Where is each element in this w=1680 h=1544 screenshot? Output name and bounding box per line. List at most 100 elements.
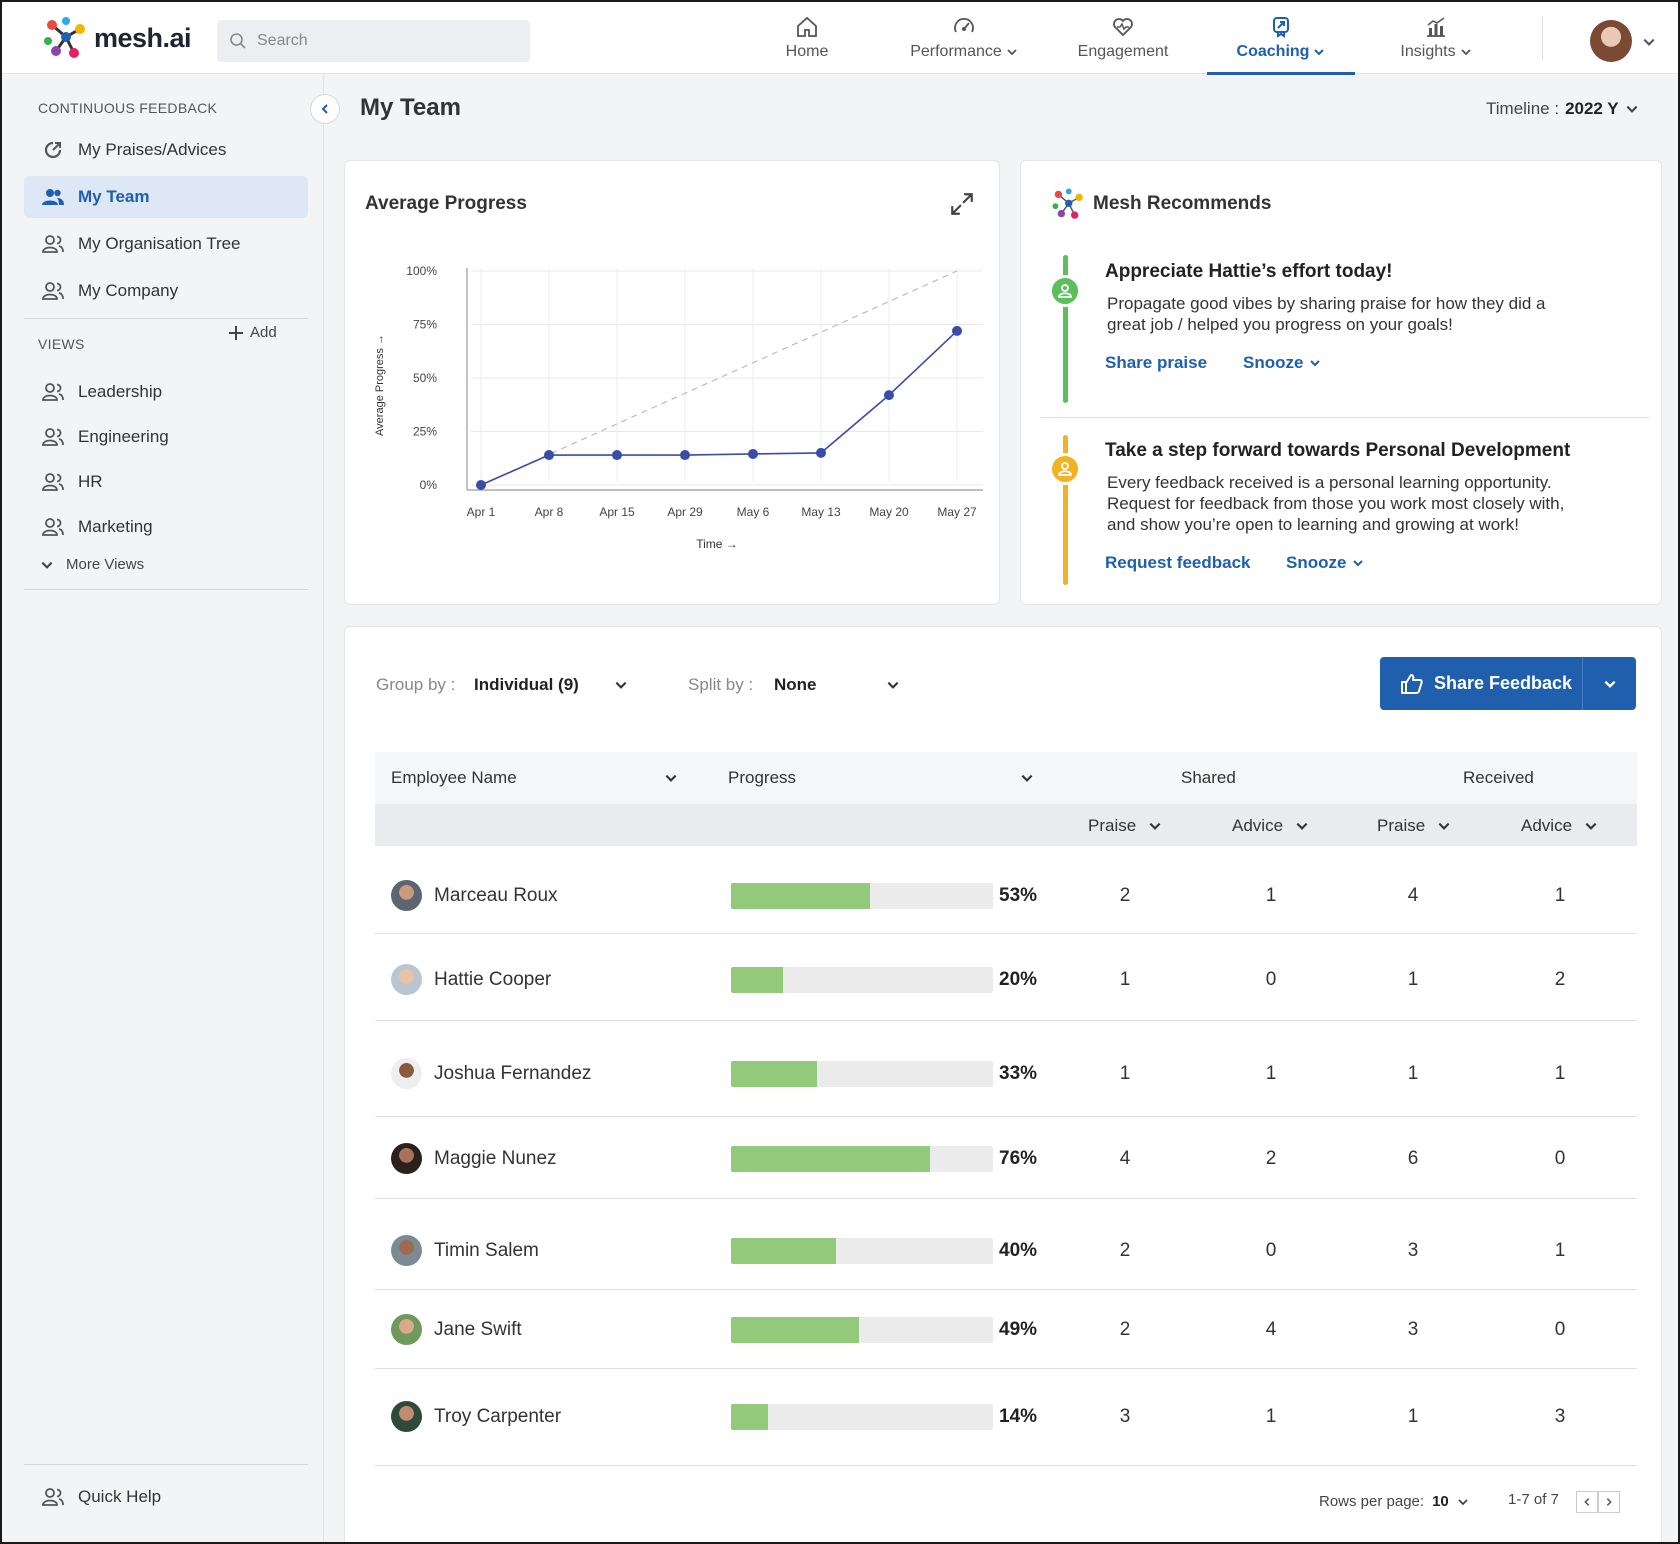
column-received-praise[interactable]: Praise [1377, 816, 1451, 836]
y-tick-label: 50% [413, 371, 437, 385]
column-shared-advice[interactable]: Advice [1232, 816, 1309, 836]
nav-home[interactable]: Home [782, 2, 832, 74]
table-row[interactable]: Jane Swift 49% 2 4 3 0 [375, 1290, 1637, 1369]
recommendation-text: great job / helped you progress on your … [1107, 315, 1453, 334]
column-shared-praise[interactable]: Praise [1088, 816, 1162, 836]
search-box[interactable] [217, 20, 530, 62]
progress-percent: 76% [999, 1148, 1038, 1169]
data-point [680, 450, 690, 461]
share-feedback-main[interactable]: Share Feedback [1380, 657, 1583, 710]
sidebar-item-engineering[interactable]: Engineering [24, 416, 308, 458]
nav-performance[interactable]: Performance [910, 2, 1018, 74]
sidebar-item-my-company[interactable]: My Company [24, 270, 308, 312]
nav-engagement[interactable]: Engagement [1078, 2, 1168, 74]
x-tick-label: Apr 1 [467, 505, 496, 519]
column-progress[interactable]: Progress [728, 768, 1034, 788]
table-row[interactable]: Marceau Roux 53% 2 1 4 1 [375, 846, 1637, 934]
sidebar-item-org-tree[interactable]: My Organisation Tree [24, 223, 308, 265]
chevron-down-icon [1438, 822, 1450, 830]
column-employee-name[interactable]: Employee Name [391, 768, 678, 788]
link-label: Snooze [1243, 353, 1304, 372]
table-row[interactable]: Troy Carpenter 14% 3 1 1 3 [375, 1369, 1637, 1466]
app-logo[interactable]: mesh.ai [42, 17, 192, 58]
sidebar-item-quick-help[interactable]: Quick Help [24, 1476, 308, 1518]
sidebar-item-marketing[interactable]: Marketing [24, 506, 308, 548]
link-label: Share praise [1105, 353, 1208, 372]
sidebar-item-my-team[interactable]: My Team [24, 176, 308, 218]
sidebar-collapse-button[interactable] [310, 94, 340, 124]
y-tick-label: 25% [413, 425, 437, 439]
average-progress-chart: 100% 75% 50% 25% 0% Apr 1 Apr 8 Apr 15 Apr 29 May… [374, 264, 983, 551]
coaching-icon [1273, 17, 1289, 38]
split-by-select[interactable]: None [774, 675, 900, 695]
table-row[interactable]: Timin Salem 40% 2 0 3 1 [375, 1199, 1637, 1290]
share-feedback-dropdown[interactable] [1583, 677, 1636, 691]
add-view-button[interactable]: Add [228, 324, 277, 341]
group-by-select[interactable]: Individual (9) [474, 675, 628, 695]
progress-bar [731, 1317, 993, 1343]
user-menu-chevron-icon[interactable] [1642, 35, 1656, 49]
received-praise-count: 3 [1407, 1240, 1419, 1261]
progress-bar-fill [731, 1146, 931, 1172]
more-views-label: More Views [66, 556, 145, 573]
timeline-bar [1063, 435, 1068, 585]
progress-bar-fill [731, 883, 870, 909]
chevron-down-icon [615, 681, 627, 689]
card-title: Average Progress [365, 193, 527, 214]
chevron-down-icon [1585, 822, 1597, 830]
rows-per-page-value: 10 [1432, 1493, 1449, 1510]
sidebar-item-label: My Praises/Advices [78, 140, 227, 159]
sidebar-item-hr[interactable]: HR [24, 461, 308, 503]
chevron-down-icon [41, 561, 53, 569]
link-label: Request feedback [1105, 553, 1251, 572]
user-avatar[interactable] [1590, 20, 1632, 62]
team-icon [42, 189, 64, 205]
table-row[interactable]: Hattie Cooper 20% 1 0 1 2 [375, 934, 1637, 1021]
chevron-down-icon [1460, 49, 1471, 56]
timeline-selector[interactable]: Timeline : 2022 Y [1486, 99, 1639, 119]
nav-insights[interactable]: Insights [1400, 2, 1472, 74]
column-received-advice[interactable]: Advice [1521, 816, 1598, 836]
progress-bar [731, 1061, 993, 1087]
home-icon [797, 16, 817, 37]
more-views-toggle[interactable]: More Views [40, 556, 144, 573]
x-tick-label: Apr 8 [535, 505, 564, 519]
sidebar-item-label: Marketing [78, 517, 153, 536]
sidebar-item-label: My Organisation Tree [78, 234, 241, 253]
request-feedback-link[interactable]: Request feedback [1105, 553, 1251, 573]
sidebar-item-label: Quick Help [78, 1487, 162, 1506]
shared-advice-count: 1 [1265, 1063, 1277, 1084]
timeline-value: 2022 Y [1565, 99, 1619, 118]
sidebar-item-leadership[interactable]: Leadership [24, 371, 308, 413]
table-row[interactable]: Maggie Nunez 76% 4 2 6 0 [375, 1117, 1637, 1199]
received-praise-count: 4 [1407, 885, 1419, 906]
snooze-dropdown[interactable]: Snooze [1243, 353, 1321, 373]
data-point [612, 450, 622, 461]
employee-name: Hattie Cooper [434, 969, 552, 990]
snooze-dropdown[interactable]: Snooze [1286, 553, 1364, 573]
prev-page-button[interactable] [1576, 1491, 1598, 1513]
shared-praise-count: 1 [1119, 969, 1131, 990]
received-advice-count: 2 [1554, 969, 1566, 990]
share-feedback-button[interactable]: Share Feedback [1380, 657, 1636, 710]
received-praise-count: 6 [1407, 1148, 1419, 1169]
nav-label: Insights [1400, 43, 1456, 60]
next-page-button[interactable] [1598, 1491, 1620, 1513]
avatar [391, 1314, 422, 1345]
received-praise-count: 1 [1407, 1063, 1419, 1084]
sidebar-item-my-praises[interactable]: My Praises/Advices [24, 129, 308, 171]
share-praise-link[interactable]: Share praise [1105, 353, 1207, 373]
table-header-row [375, 752, 1637, 804]
header-divider [1542, 16, 1543, 60]
person-icon [1049, 275, 1081, 307]
rows-per-page[interactable]: Rows per page: 10 [1319, 1493, 1469, 1510]
sidebar-divider [24, 318, 308, 319]
sidebar-item-label: My Company [78, 281, 179, 300]
table-row[interactable]: Joshua Fernandez 33% 1 1 1 1 [375, 1021, 1637, 1117]
sidebar: CONTINUOUS FEEDBACK My Praises/Advices M… [2, 74, 324, 1542]
search-input[interactable] [257, 32, 507, 50]
split-by-label: Split by : [688, 675, 754, 694]
expand-icon[interactable] [949, 191, 975, 217]
nav-coaching[interactable]: Coaching [1207, 2, 1355, 75]
performance-icon [954, 18, 974, 33]
